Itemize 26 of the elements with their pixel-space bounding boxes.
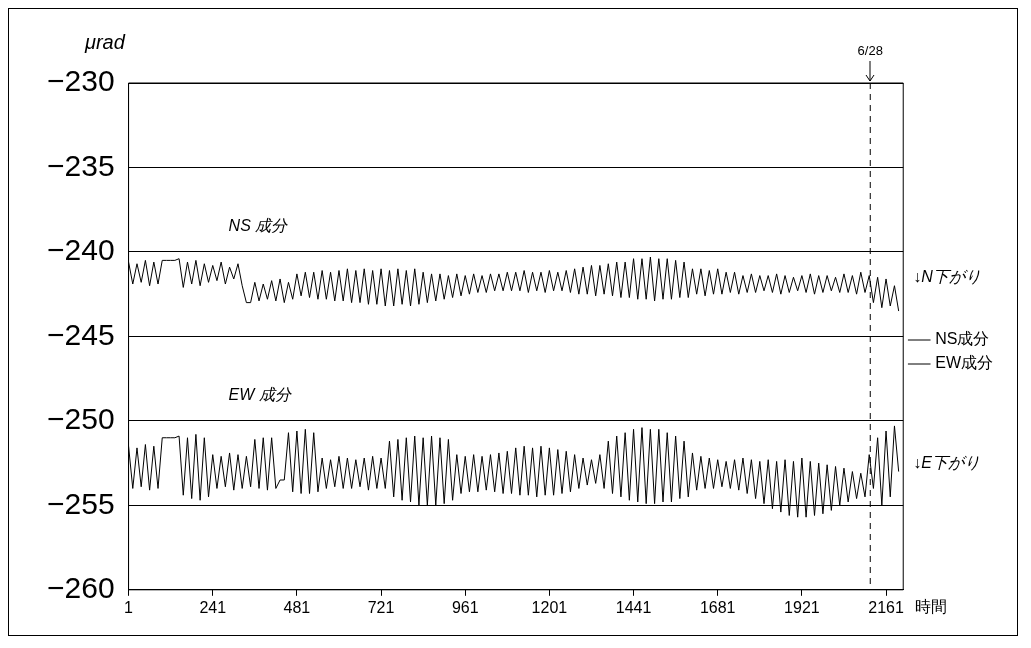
annotation: NS 成分 [228,217,289,235]
y-tick-label: −255 [47,486,115,520]
annotation: EW 成分 [228,385,292,403]
y-tick-label: −235 [47,148,115,182]
x-tick-label: 1681 [699,598,736,616]
x-tick-label: 481 [283,598,311,616]
y-tick-label: −240 [47,233,115,267]
text: 6/28 [857,42,883,58]
x-tick-label: 1 [124,598,134,616]
y-tick-label: −250 [47,402,115,436]
y-tick-label: −230 [47,64,115,98]
x-tick-label: 1921 [784,598,820,616]
y-tick-label: −245 [47,317,115,351]
x-tick-label: 1441 [615,598,652,616]
x-tick-label: 721 [367,598,395,616]
legend-label: EW成分 [935,354,994,372]
text: ↓E下がり [913,453,980,471]
x-axis-title: 時間 [915,598,948,616]
text: ↓N下がり [913,267,981,285]
x-tick-label: 241 [199,598,227,616]
y-tick-label: −260 [47,571,115,605]
x-tick-label: 2161 [868,598,904,616]
x-tick-label: 1201 [531,598,568,616]
legend-label: NS成分 [935,330,990,348]
x-tick-label: 961 [451,598,479,616]
y-axis-title: μrad [84,30,126,53]
